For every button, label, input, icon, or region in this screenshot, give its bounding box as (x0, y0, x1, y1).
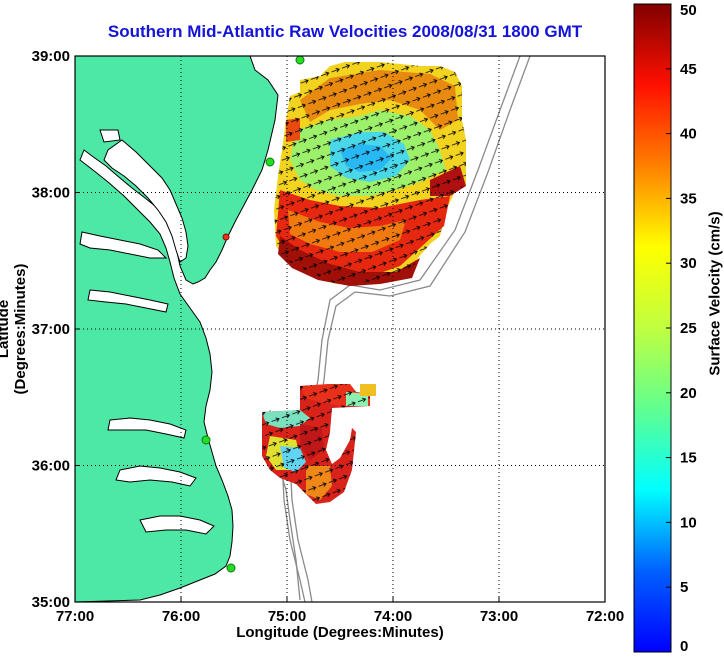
colorbar-tick-label: 40 (680, 126, 697, 143)
radar-site-marker (295, 56, 305, 65)
x-tick-label: 76:00 (162, 608, 200, 625)
radar-site-marker (226, 563, 236, 573)
bay-waters (103, 139, 189, 263)
colorbar-tick-label: 0 (680, 638, 688, 655)
colorbar-tick-label: 45 (680, 61, 697, 78)
x-tick-label: 77:00 (56, 608, 94, 625)
x-axis-label: Longitude (Degrees:Minutes) (236, 624, 444, 641)
x-tick-label: 72:00 (586, 608, 624, 625)
colorbar-tick-label: 35 (680, 190, 697, 207)
colorbar-tick-label: 20 (680, 385, 697, 402)
colorbar-tick-label: 50 (680, 2, 697, 19)
radar-site-marker (222, 233, 230, 241)
grid-lines (75, 56, 605, 602)
colorbar-tick-label: 5 (680, 579, 688, 596)
y-tick-label: 38:00 (32, 185, 70, 202)
colorbar-tick-label: 10 (680, 514, 697, 531)
map-title: Southern Mid-Atlantic Raw Velocities 200… (107, 22, 583, 41)
x-tick-label: 75:00 (268, 608, 306, 625)
x-tick-label: 73:00 (480, 608, 518, 625)
x-tick-label: 74:00 (374, 608, 412, 625)
velocity-field-south (262, 384, 376, 504)
colorbar-tick-label: 15 (680, 450, 697, 467)
y-tick-label: 37:00 (32, 321, 70, 338)
radar-site-marker (201, 435, 211, 445)
radar-sites (201, 56, 305, 573)
y-axis-ticks: 39:00 38:00 37:00 36:00 35:00 (32, 48, 80, 611)
colorbar-tick-label: 25 (680, 320, 697, 337)
y-tick-label: 36:00 (32, 458, 70, 475)
x-axis-ticks: 77:00 76:00 75:00 74:00 73:00 72:00 (56, 597, 624, 625)
velocity-field-north (274, 62, 466, 286)
y-tick-label: 35:00 (32, 594, 70, 611)
radar-site-marker (265, 157, 275, 167)
colorbar-tick-label: 30 (680, 255, 697, 272)
y-tick-label: 39:00 (32, 48, 70, 65)
colorbar (633, 3, 672, 653)
